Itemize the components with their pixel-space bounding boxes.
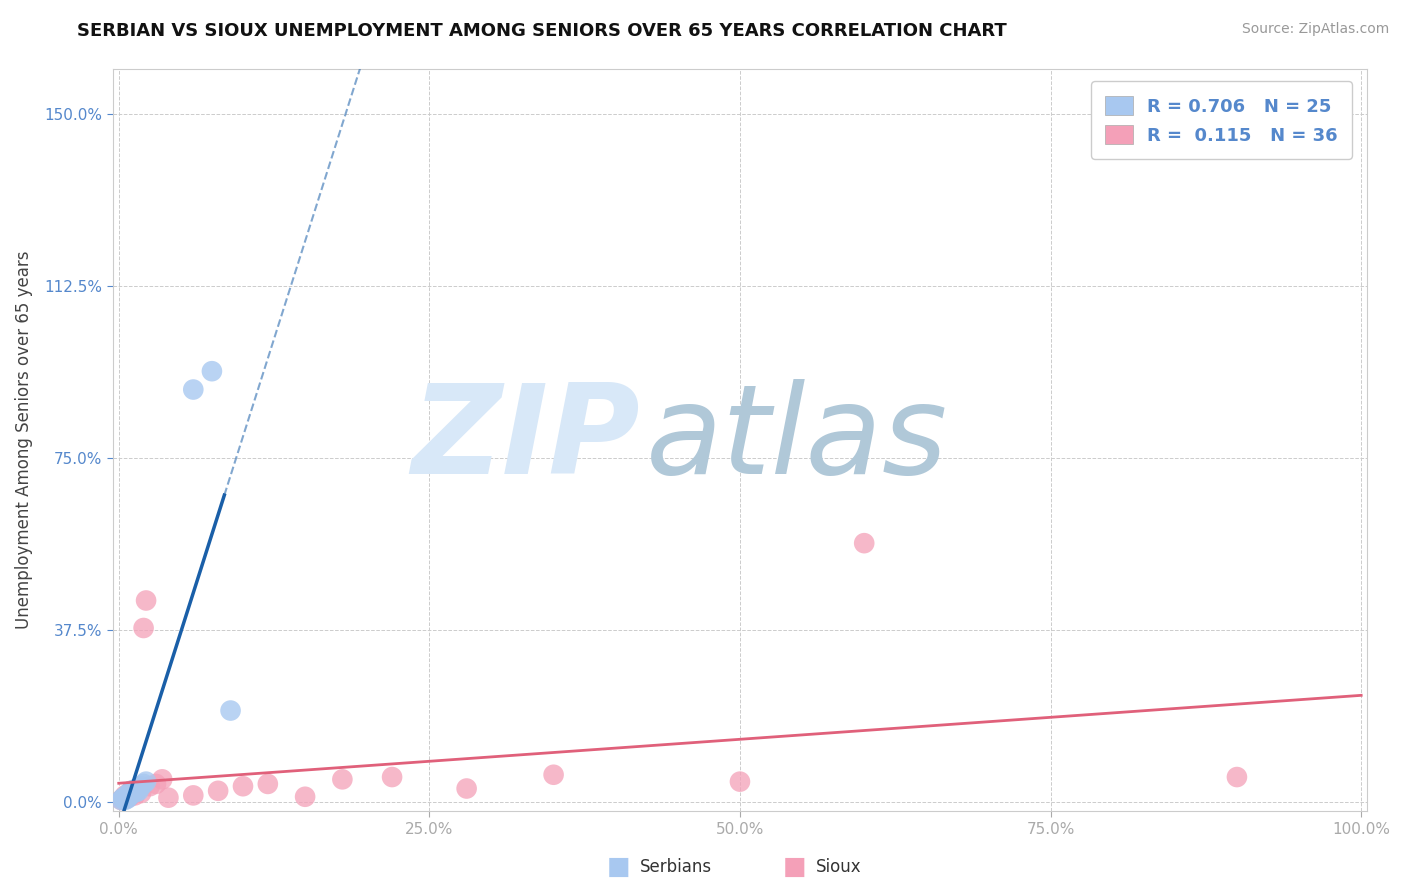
Point: [1226, 770, 1249, 784]
Point: [120, 787, 142, 801]
Point: [232, 779, 254, 793]
Point: [456, 781, 478, 796]
Point: [145, 777, 167, 791]
Point: [728, 774, 751, 789]
Point: [118, 789, 141, 804]
Point: [114, 793, 136, 807]
Point: [294, 789, 316, 804]
Text: Sioux: Sioux: [815, 858, 860, 876]
Point: [110, 793, 132, 807]
Point: [129, 786, 152, 800]
Point: [120, 786, 142, 800]
Text: SERBIAN VS SIOUX UNEMPLOYMENT AMONG SENIORS OVER 65 YEARS CORRELATION CHART: SERBIAN VS SIOUX UNEMPLOYMENT AMONG SENI…: [77, 22, 1007, 40]
Text: atlas: atlas: [645, 379, 948, 500]
Point: [112, 790, 135, 805]
Point: [135, 774, 157, 789]
Point: [207, 784, 229, 798]
Point: [118, 787, 141, 801]
Point: [114, 789, 136, 803]
Point: [127, 782, 149, 797]
Text: Serbians: Serbians: [640, 858, 711, 876]
Point: [117, 789, 139, 803]
Legend: R = 0.706   N = 25, R =  0.115   N = 36: R = 0.706 N = 25, R = 0.115 N = 36: [1091, 81, 1353, 159]
Point: [127, 781, 149, 796]
Point: [118, 789, 141, 804]
Y-axis label: Unemployment Among Seniors over 65 years: Unemployment Among Seniors over 65 years: [15, 251, 32, 629]
Point: [332, 772, 354, 787]
Text: ■: ■: [783, 855, 806, 879]
Point: [112, 790, 135, 805]
Point: [114, 791, 136, 805]
Point: [114, 789, 136, 804]
Point: [128, 780, 150, 795]
Point: [157, 790, 180, 805]
Point: [181, 383, 204, 397]
Point: [117, 791, 139, 805]
Text: ZIP: ZIP: [411, 379, 640, 500]
Point: [111, 791, 134, 805]
Point: [543, 768, 565, 782]
Point: [135, 593, 157, 607]
Point: [181, 789, 204, 803]
Point: [132, 621, 155, 635]
Point: [118, 789, 141, 803]
Point: [129, 779, 152, 793]
Point: [110, 793, 132, 807]
Point: [117, 790, 139, 805]
Point: [122, 785, 145, 799]
Point: [115, 789, 138, 804]
Point: [125, 785, 148, 799]
Point: [853, 536, 876, 550]
Point: [121, 786, 143, 800]
Point: [118, 789, 141, 803]
Point: [128, 784, 150, 798]
Point: [139, 779, 162, 793]
Point: [219, 704, 242, 718]
Point: [120, 784, 142, 798]
Point: [256, 777, 278, 791]
Point: [115, 790, 138, 805]
Point: [120, 784, 142, 798]
Point: [150, 772, 173, 787]
Point: [118, 786, 141, 800]
Point: [201, 364, 224, 378]
Text: ■: ■: [607, 855, 630, 879]
Text: Source: ZipAtlas.com: Source: ZipAtlas.com: [1241, 22, 1389, 37]
Point: [111, 791, 134, 805]
Point: [124, 782, 146, 797]
Point: [122, 784, 145, 798]
Point: [381, 770, 404, 784]
Point: [124, 789, 146, 803]
Point: [132, 777, 155, 791]
Point: [121, 787, 143, 801]
